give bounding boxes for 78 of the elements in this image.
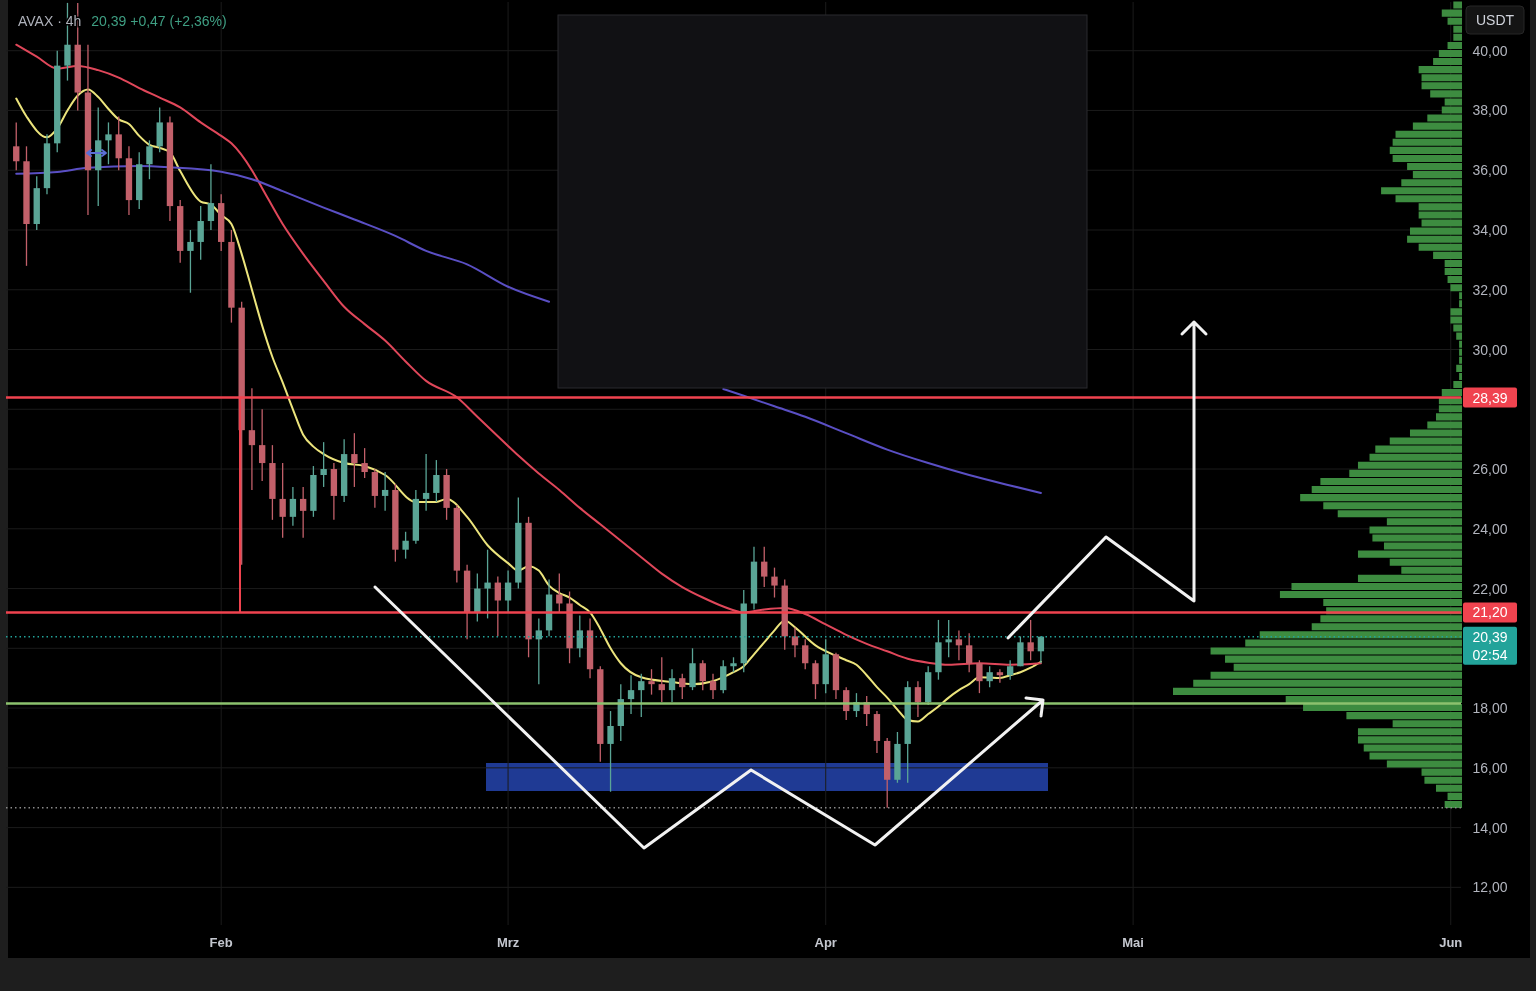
candlestick <box>535 617 542 685</box>
y-tick-label: 32,00 <box>1472 281 1508 298</box>
candlestick <box>1037 635 1045 664</box>
candlestick <box>965 632 973 673</box>
candlestick <box>187 229 194 294</box>
text: 20,39 +0,47 (+2,36%) <box>91 13 227 29</box>
x-tick-label: Mrz <box>496 934 520 950</box>
candlestick <box>320 441 327 488</box>
candlestick <box>433 459 440 503</box>
candlestick <box>258 408 266 482</box>
candlestick <box>1006 659 1014 681</box>
candlestick <box>484 549 491 620</box>
x-tick-label: Feb <box>209 934 233 950</box>
candlestick <box>13 121 20 171</box>
candlestick <box>812 659 819 700</box>
y-tick-label: 14,00 <box>1472 819 1508 836</box>
candlestick <box>996 668 1004 684</box>
candlestick <box>699 659 706 691</box>
y-tick-label: 24,00 <box>1472 520 1508 537</box>
y-tick-label: 30,00 <box>1472 341 1508 358</box>
candlestick <box>709 673 717 700</box>
candlestick <box>197 205 204 261</box>
candlestick <box>986 665 993 688</box>
candlestick <box>945 619 952 658</box>
ref-line-label: 21,20 <box>1472 604 1508 621</box>
candlestick <box>689 647 696 691</box>
ref-line-label: 28,39 <box>1472 389 1508 406</box>
y-tick-label: 34,00 <box>1472 221 1508 238</box>
y-tick-label: 18,00 <box>1472 700 1508 717</box>
y-tick-label: 40,00 <box>1472 42 1508 59</box>
y-tick-label: 16,00 <box>1472 759 1508 776</box>
y-tick-label: 12,00 <box>1472 879 1508 896</box>
candlestick <box>146 139 153 180</box>
x-tick-label: Mai <box>1122 934 1144 950</box>
x-tick-label: Jun <box>1439 934 1463 950</box>
candlestick <box>914 680 922 718</box>
candlestick <box>679 673 686 700</box>
candlestick <box>361 447 368 479</box>
candlestick <box>576 614 583 658</box>
candlestick <box>648 668 655 696</box>
candlestick <box>638 673 645 718</box>
y-tick-label: 22,00 <box>1472 580 1508 597</box>
text: 02:54 <box>1472 646 1508 663</box>
candlestick <box>668 668 676 703</box>
candlestick <box>156 106 163 153</box>
candlestick <box>720 659 727 694</box>
candlestick <box>494 575 502 638</box>
candlestick <box>976 659 983 694</box>
candlestick <box>105 121 112 165</box>
candlestick <box>115 115 122 171</box>
candlestick <box>658 656 665 703</box>
candlestick <box>802 638 809 670</box>
candlestick <box>422 453 430 512</box>
candlestick <box>207 163 215 231</box>
candlestick <box>955 629 963 661</box>
y-axis-title: USDT <box>1475 12 1515 28</box>
candlestick <box>381 471 389 512</box>
candlestick <box>402 531 409 560</box>
y-tick-label: 26,00 <box>1472 461 1508 478</box>
candlestick <box>771 566 778 599</box>
candlestick <box>504 569 512 614</box>
candlestick <box>289 486 297 527</box>
candlestick <box>607 710 614 793</box>
candlestick <box>299 486 307 539</box>
candlestick <box>279 462 286 539</box>
candlestick <box>761 546 768 588</box>
candlestick <box>791 626 799 658</box>
candlestick <box>627 674 635 715</box>
candlestick <box>1017 635 1024 667</box>
y-tick-label: 36,00 <box>1472 162 1508 179</box>
candlestick <box>371 468 379 509</box>
x-tick-label: Apr <box>814 934 837 950</box>
ref-line-label: 20,39 <box>1472 628 1508 645</box>
candlestick <box>474 572 481 623</box>
y-tick-label: 38,00 <box>1472 102 1508 119</box>
candlestick <box>351 432 358 488</box>
candlestick <box>1027 619 1034 661</box>
candlestick <box>248 387 256 491</box>
